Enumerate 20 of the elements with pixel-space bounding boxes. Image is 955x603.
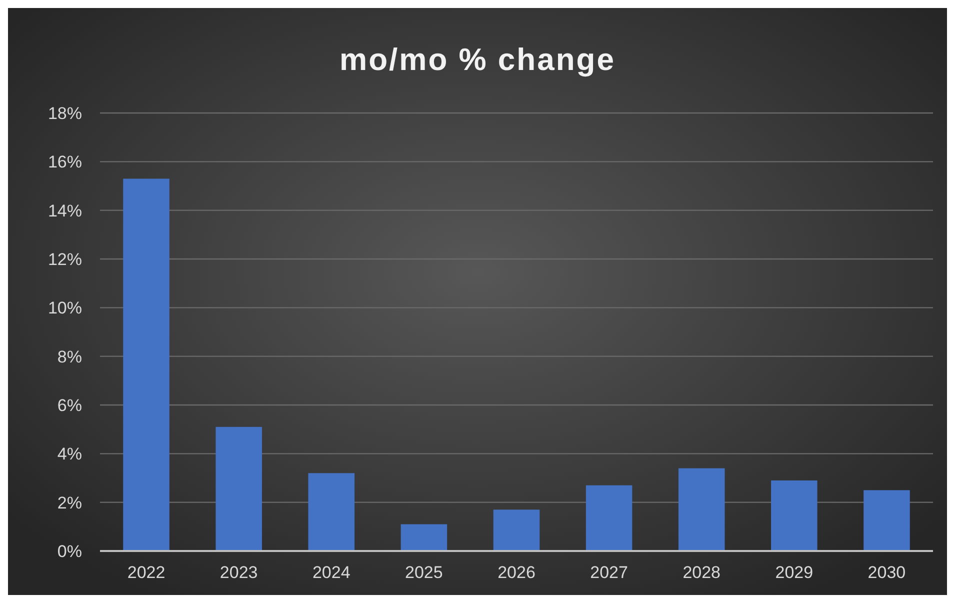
x-tick-label: 2022 [127,563,166,582]
x-tick-label: 2023 [220,563,258,582]
y-tick-label: 4% [57,444,82,464]
chart-title: mo/mo % change [340,42,616,77]
y-tick-label: 18% [48,104,82,123]
x-tick-label: 2024 [312,563,350,582]
y-tick-label: 16% [48,152,82,172]
y-tick-label: 8% [57,347,82,366]
y-tick-label: 12% [48,250,82,269]
x-tick-label: 2025 [405,563,443,582]
x-tick-label: 2028 [682,563,721,582]
y-tick-label: 14% [48,201,82,220]
x-tick-label: 2027 [590,563,628,582]
y-tick-label: 2% [57,493,82,512]
y-tick-label: 6% [57,396,82,415]
x-tick-label: 2030 [868,563,906,582]
x-tick-label: 2029 [775,563,814,582]
x-tick-label: 2026 [498,563,536,582]
y-tick-label: 10% [48,298,82,318]
y-tick-label: 0% [57,542,82,561]
